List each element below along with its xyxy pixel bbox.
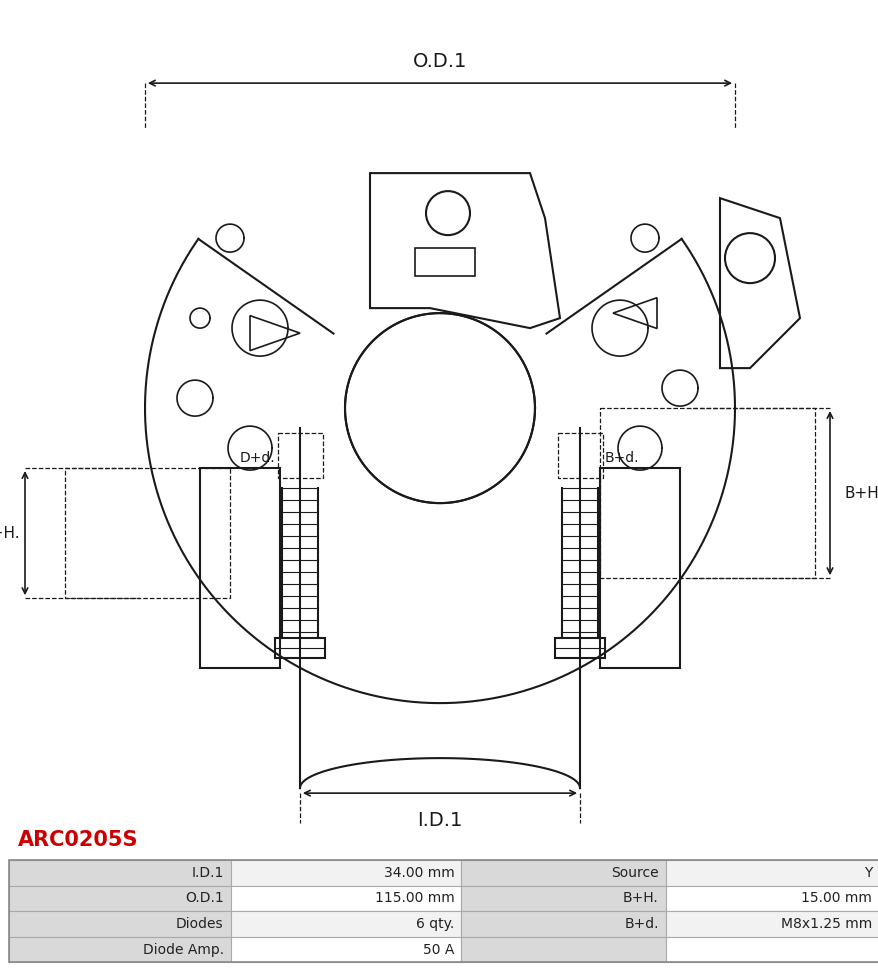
Text: 115.00 mm: 115.00 mm (374, 891, 454, 905)
FancyBboxPatch shape (665, 860, 878, 885)
FancyBboxPatch shape (665, 911, 878, 937)
Text: Diode Amp.: Diode Amp. (142, 943, 224, 956)
Text: B+H.: B+H. (844, 486, 878, 501)
Text: 15.00 mm: 15.00 mm (800, 891, 871, 905)
Bar (65, 468, 230, 598)
FancyBboxPatch shape (230, 911, 461, 937)
Bar (275, 638, 325, 658)
Text: D+H.: D+H. (0, 525, 20, 541)
Text: D+d.: D+d. (239, 451, 275, 465)
FancyBboxPatch shape (9, 937, 230, 962)
FancyBboxPatch shape (461, 860, 665, 885)
Text: 6 qty.: 6 qty. (415, 917, 454, 931)
FancyBboxPatch shape (9, 860, 230, 885)
Bar (9, 860, 878, 962)
Text: M8x1.25 mm: M8x1.25 mm (780, 917, 871, 931)
FancyBboxPatch shape (9, 911, 230, 937)
FancyBboxPatch shape (461, 937, 665, 962)
Text: Source: Source (610, 866, 658, 880)
FancyBboxPatch shape (665, 937, 878, 962)
FancyBboxPatch shape (9, 885, 230, 911)
Text: Y: Y (863, 866, 871, 880)
Text: O.D.1: O.D.1 (413, 53, 466, 71)
Text: I.D.1: I.D.1 (417, 811, 462, 830)
Bar (558, 433, 602, 478)
Text: 34.00 mm: 34.00 mm (383, 866, 454, 880)
FancyBboxPatch shape (665, 885, 878, 911)
Text: Diodes: Diodes (176, 917, 224, 931)
FancyBboxPatch shape (230, 860, 461, 885)
Text: I.D.1: I.D.1 (191, 866, 224, 880)
Text: O.D.1: O.D.1 (184, 891, 224, 905)
FancyBboxPatch shape (230, 937, 461, 962)
Bar (600, 408, 814, 578)
FancyBboxPatch shape (230, 885, 461, 911)
Text: B+d.: B+d. (623, 917, 658, 931)
Text: B+d.: B+d. (604, 451, 639, 465)
Bar (414, 248, 474, 276)
Bar (554, 638, 604, 658)
FancyBboxPatch shape (461, 911, 665, 937)
Text: ARC0205S: ARC0205S (18, 830, 138, 849)
FancyBboxPatch shape (461, 885, 665, 911)
Text: B+H.: B+H. (623, 891, 658, 905)
Text: 50 A: 50 A (422, 943, 454, 956)
Bar (277, 433, 322, 478)
